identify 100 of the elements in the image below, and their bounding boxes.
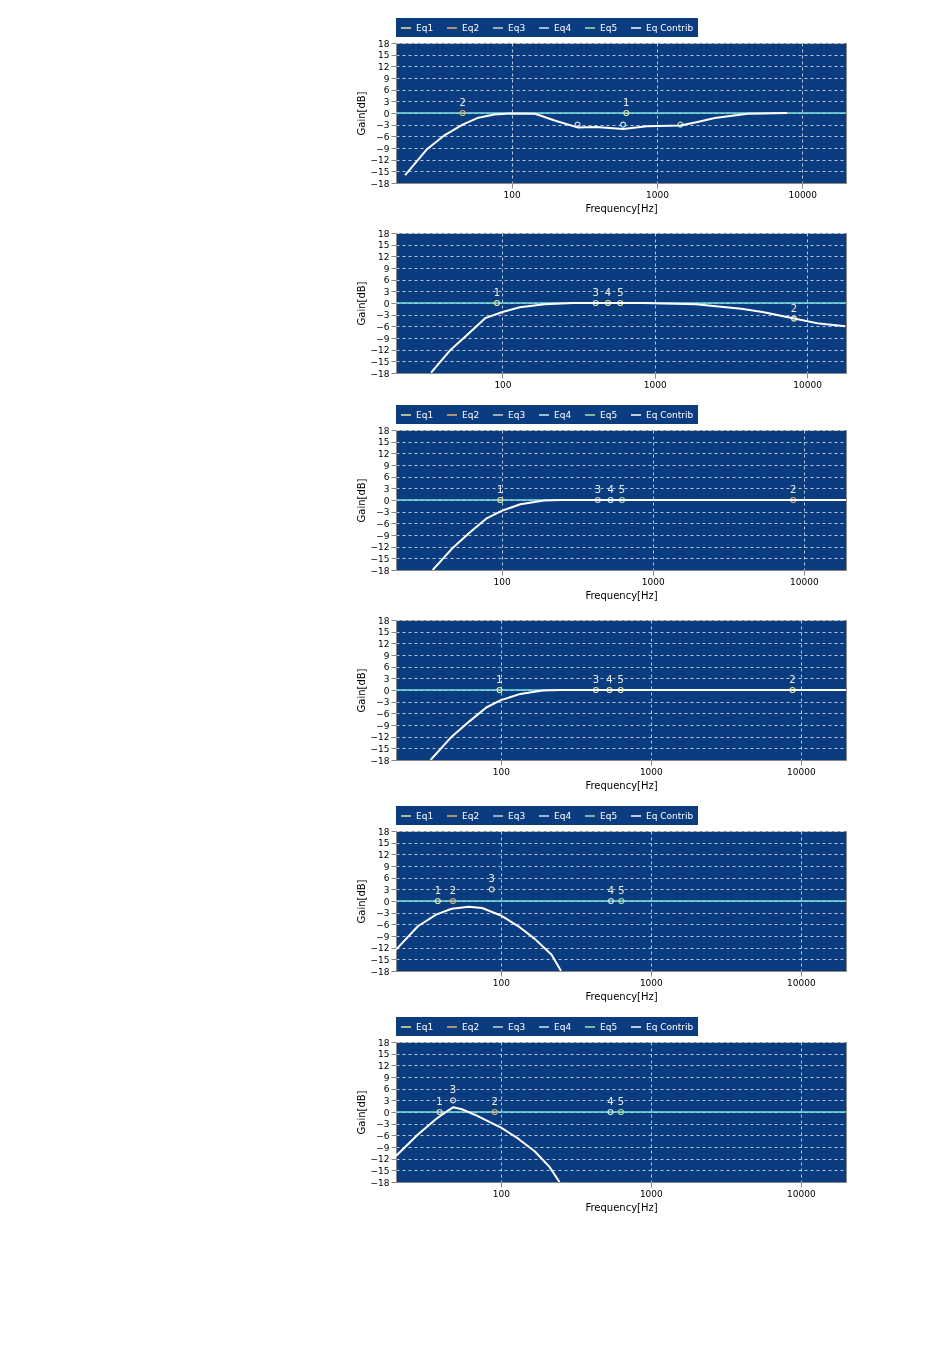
y-tick-label: −18: [370, 1177, 390, 1188]
annotation: 3: [449, 1084, 457, 1096]
y-tick-label: 18: [378, 615, 390, 626]
y-tick-label: −3: [376, 120, 390, 131]
annotation: 1: [493, 287, 501, 298]
y-axis-title: Gain[dB]: [355, 91, 367, 136]
y-tick-label: 15: [378, 240, 390, 251]
y-tick-label: 3: [383, 96, 390, 107]
annotation: 2: [449, 885, 457, 896]
x-tick-label: 1000: [646, 189, 670, 200]
y-tick-label: 9: [383, 460, 390, 471]
y-tick-label: 0: [383, 108, 390, 119]
annotation: 4: [604, 287, 612, 298]
x-tick-label: 10000: [788, 189, 818, 200]
y-tick-label: −18: [370, 178, 390, 189]
x-tick-label: 100: [494, 379, 512, 390]
y-axis-title: Gain[dB]: [355, 668, 367, 713]
x-tick-label: 100: [503, 189, 521, 200]
annotation: 1: [434, 885, 441, 896]
legend-label: Eq2: [462, 811, 480, 821]
x-tick-label: 10000: [793, 379, 823, 390]
y-tick-label: −18: [370, 966, 390, 977]
y-axis-title: Gain[dB]: [355, 281, 367, 326]
legend-label: Eq2: [462, 1022, 480, 1032]
y-tick-label: −9: [376, 333, 390, 344]
y-tick-label: −9: [376, 143, 390, 154]
y-tick-label: 3: [383, 483, 390, 494]
y-tick-label: −18: [370, 755, 390, 766]
legend-label: Eq2: [462, 23, 480, 33]
y-tick-label: −6: [376, 1130, 390, 1141]
x-tick-label: 1000: [641, 576, 665, 587]
y-tick-label: −6: [376, 919, 390, 930]
y-axis-title: Gain[dB]: [355, 478, 367, 523]
x-tick-label: 100: [492, 1188, 511, 1199]
annotation: 2: [459, 97, 466, 108]
y-tick-label: −12: [370, 542, 390, 553]
y-tick-label: 3: [383, 286, 390, 297]
x-tick-label: 10000: [787, 1188, 816, 1199]
annotation: 3: [488, 873, 495, 885]
y-tick-label: 15: [378, 437, 390, 448]
legend-label: Eq1: [416, 811, 434, 821]
y-tick-label: 3: [383, 884, 390, 895]
y-tick-label: 18: [378, 228, 390, 239]
y-tick-label: 0: [383, 298, 390, 309]
x-tick-label: 10000: [790, 576, 819, 587]
y-tick-label: −12: [370, 943, 390, 954]
y-tick-label: 6: [383, 85, 390, 96]
y-tick-label: 6: [383, 873, 390, 884]
y-tick-label: −9: [376, 720, 390, 731]
y-tick-label: 18: [378, 38, 390, 49]
annotation: 4: [607, 885, 615, 896]
y-tick-label: 6: [383, 472, 390, 483]
legend-label: Eq1: [416, 410, 434, 420]
annotation: 4: [607, 484, 614, 495]
y-tick-label: 9: [383, 861, 390, 872]
y-tick-label: 18: [378, 1037, 390, 1048]
y-tick-label: −6: [376, 518, 390, 529]
y-tick-label: −6: [376, 708, 390, 719]
y-tick-label: 3: [383, 673, 390, 684]
legend-label: Eq3: [508, 410, 526, 420]
annotation: 2: [790, 484, 797, 495]
y-tick-label: 12: [378, 61, 390, 72]
y-tick-label: 9: [383, 73, 390, 84]
y-tick-label: −6: [376, 131, 390, 142]
x-axis-title: Frequency[Hz]: [585, 990, 658, 1002]
y-tick-label: 0: [383, 1107, 390, 1118]
legend-label: Eq4: [554, 410, 572, 420]
annotation: 5: [618, 484, 626, 495]
legend-label: Eq Contrib: [646, 23, 694, 33]
y-tick-label: −9: [376, 530, 390, 541]
x-tick-label: 10000: [787, 977, 816, 988]
annotation: 5: [617, 1096, 625, 1107]
y-tick-label: 0: [383, 896, 390, 907]
y-axis-title: Gain[dB]: [355, 1090, 367, 1135]
y-tick-label: −15: [370, 743, 390, 754]
x-tick-label: 1000: [639, 977, 664, 988]
y-tick-label: −15: [370, 1165, 390, 1176]
y-tick-label: −15: [370, 166, 390, 177]
y-tick-label: −6: [376, 321, 390, 332]
y-tick-label: −18: [370, 565, 390, 576]
y-tick-label: 3: [383, 1095, 390, 1106]
legend-label: Eq1: [416, 23, 434, 33]
y-tick-label: 6: [383, 662, 390, 673]
legend-label: Eq4: [554, 1022, 572, 1032]
y-tick-label: 15: [378, 50, 390, 61]
annotation: 1: [623, 97, 630, 108]
x-tick-label: 1000: [639, 766, 664, 777]
y-tick-label: −9: [376, 931, 390, 942]
annotation: 1: [497, 484, 504, 495]
annotation: 3: [594, 484, 601, 495]
annotation: 4: [607, 1096, 614, 1107]
y-tick-label: 0: [383, 685, 390, 696]
y-tick-label: −9: [376, 1142, 390, 1153]
x-tick-label: 100: [492, 766, 511, 777]
legend-label: Eq3: [508, 811, 526, 821]
y-tick-label: −15: [370, 356, 390, 367]
x-tick-label: 100: [493, 576, 511, 587]
y-tick-label: −3: [376, 310, 390, 321]
y-tick-label: 9: [383, 263, 390, 274]
annotation: 2: [790, 302, 798, 314]
